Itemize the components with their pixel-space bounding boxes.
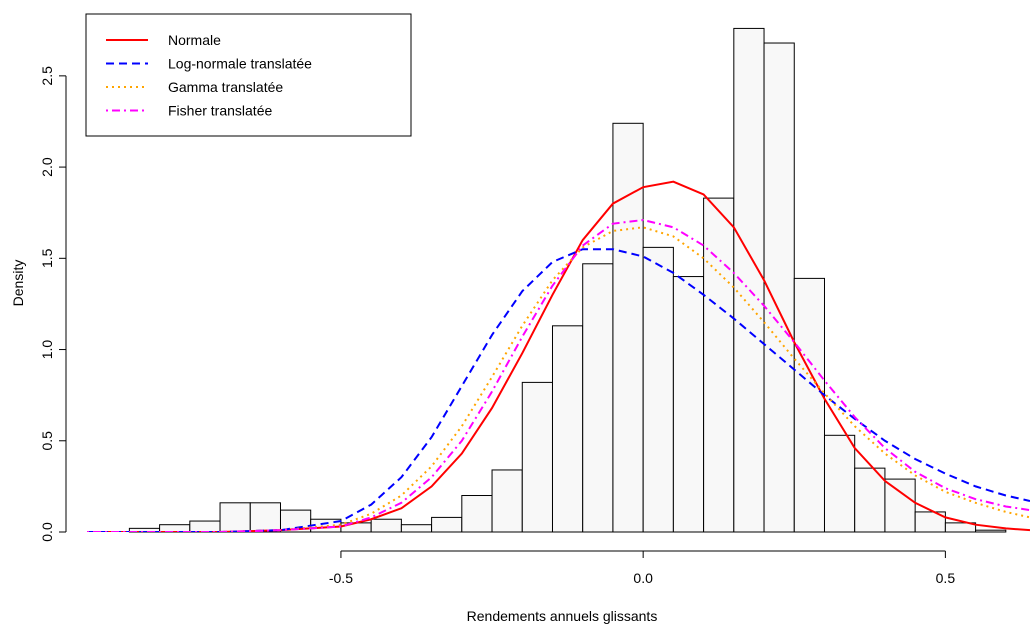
histogram-bar bbox=[975, 529, 1007, 533]
histogram-bar bbox=[672, 276, 705, 533]
y-tick-label: 2.0 bbox=[39, 157, 55, 177]
legend: Normale Log-normale translatée Gamma trans… bbox=[85, 13, 412, 137]
y-tick-label: 0.0 bbox=[39, 522, 55, 542]
histogram-bar bbox=[854, 467, 886, 533]
x-axis-label: Rendements annuels glissants bbox=[467, 608, 658, 624]
legend-box bbox=[85, 13, 412, 137]
histogram-bar bbox=[400, 524, 433, 533]
histogram-bar bbox=[763, 42, 795, 533]
histogram-bar bbox=[159, 524, 191, 533]
x-tick-label: 0.5 bbox=[936, 570, 956, 586]
histogram-bar bbox=[944, 522, 977, 533]
y-tick-label: 1.5 bbox=[39, 248, 55, 268]
density-curve-fisher-translat-e bbox=[87, 218, 1030, 532]
density-curves bbox=[87, 180, 1030, 532]
histogram-bar bbox=[431, 516, 463, 533]
histogram-bar bbox=[703, 197, 735, 533]
x-tick-label: -0.5 bbox=[329, 570, 353, 586]
histogram-bar bbox=[642, 246, 674, 533]
density-curve-log-normale-translat-e bbox=[87, 248, 1030, 532]
y-axis-label: Density bbox=[10, 260, 26, 307]
histogram-bar bbox=[249, 502, 281, 533]
histogram-bar bbox=[461, 495, 493, 533]
histogram-bar bbox=[551, 325, 584, 533]
y-tick-label: 1.0 bbox=[39, 340, 55, 360]
legend-label: Gamma translatée bbox=[168, 79, 283, 95]
x-axis: -0.5 0.0 0.5 bbox=[329, 550, 956, 586]
histogram-bar bbox=[370, 518, 402, 533]
histogram-bar bbox=[189, 520, 221, 533]
histogram-bar bbox=[884, 478, 916, 533]
legend-label: Fisher translatée bbox=[168, 103, 272, 119]
x-tick-label: 0.0 bbox=[633, 570, 653, 586]
y-tick-label: 2.5 bbox=[39, 66, 55, 86]
histogram-bar bbox=[823, 434, 856, 533]
histogram-bar bbox=[582, 263, 614, 533]
y-tick-label: 0.5 bbox=[39, 431, 55, 451]
histogram-bar bbox=[612, 122, 644, 533]
legend-label: Log-normale translatée bbox=[168, 56, 312, 72]
histogram-bar bbox=[521, 381, 553, 533]
legend-label: Normale bbox=[168, 32, 221, 48]
histogram-bar bbox=[733, 27, 765, 533]
histogram-bars bbox=[128, 27, 1007, 533]
histogram-bar bbox=[491, 469, 523, 533]
histogram-bar bbox=[914, 511, 946, 533]
density-curve-normale bbox=[87, 180, 1030, 532]
histogram-bar bbox=[793, 277, 825, 533]
y-axis: 0.0 0.5 1.0 1.5 2.0 2.5 bbox=[39, 66, 67, 542]
histogram-bar bbox=[219, 502, 251, 533]
